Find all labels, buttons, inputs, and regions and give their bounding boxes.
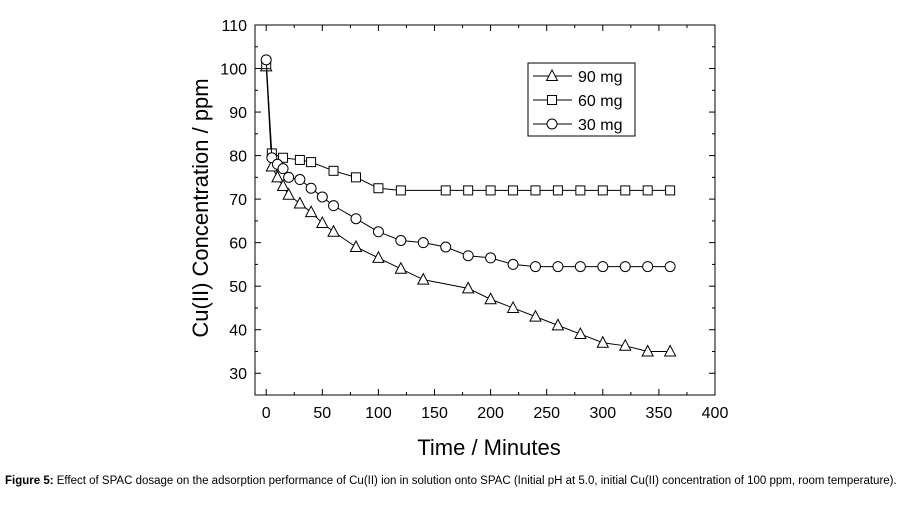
data-point (294, 174, 306, 186)
data-point (350, 172, 361, 183)
data-point (349, 239, 363, 252)
x-tick-label: 200 (477, 405, 504, 422)
y-tick-label: 100 (220, 62, 247, 79)
data-point (315, 215, 329, 229)
legend-label: 30 mg (578, 117, 622, 134)
data-point (306, 157, 317, 168)
data-point (461, 281, 475, 294)
data-point (305, 182, 317, 194)
series-triangle (259, 59, 677, 357)
y-tick-label: 60 (229, 236, 247, 253)
plot-frame (254, 24, 716, 396)
data-point (277, 163, 289, 175)
data-point (664, 261, 676, 273)
legend-marker (545, 68, 559, 81)
data-point (552, 185, 563, 196)
x-tick-label: 300 (589, 405, 616, 422)
x-tick-label: 100 (365, 405, 392, 422)
data-point (665, 185, 676, 196)
y-tick-label: 40 (229, 323, 247, 340)
series-layer (259, 54, 677, 357)
chart: 0 50 100 150 200 250 300 350 400 30 40 50 60 70 80 90 10… (188, 18, 728, 460)
data-point (642, 185, 653, 196)
data-point (271, 170, 284, 183)
data-point (328, 165, 339, 176)
data-point (530, 185, 541, 196)
y-tick-label: 110 (221, 18, 247, 35)
data-point (551, 318, 565, 331)
data-point (463, 185, 474, 196)
data-point (552, 261, 564, 273)
y-axis-title: Cu(II) Concentration / ppm (188, 78, 213, 337)
data-point (574, 326, 587, 340)
data-point (350, 213, 362, 225)
y-tick-label: 90 (229, 105, 247, 122)
legend-label: 60 mg (578, 93, 622, 110)
data-point (484, 292, 497, 305)
x-tick-label: 350 (646, 405, 673, 422)
data-point (395, 185, 406, 196)
data-point (462, 250, 474, 262)
axis-ticks: 0 50 100 150 200 250 300 350 400 30 40 50 60 70 80 90 10… (220, 18, 728, 422)
data-point (394, 261, 408, 274)
data-point (276, 178, 290, 192)
data-point (293, 196, 307, 209)
data-point (663, 344, 677, 357)
data-point (508, 185, 519, 196)
data-point (506, 300, 520, 313)
data-point (596, 335, 610, 348)
legend: 90 mg 60 mg 30 mg (527, 62, 636, 137)
data-point (597, 185, 608, 196)
data-point (529, 261, 541, 273)
data-point (373, 183, 384, 194)
legend-marker (547, 95, 557, 105)
x-tick-label: 150 (421, 405, 448, 422)
data-point (618, 338, 632, 351)
data-point (294, 154, 305, 165)
data-point (440, 241, 452, 253)
x-axis-title: Time / Minutes (417, 435, 560, 460)
data-point (641, 344, 655, 357)
data-point (574, 261, 586, 273)
data-point (416, 272, 430, 285)
legend-marker (546, 118, 558, 130)
legend-label: 90 mg (578, 69, 622, 86)
data-point (316, 191, 328, 203)
y-tick-label: 30 (229, 366, 247, 383)
series-circle (260, 54, 676, 273)
data-point (642, 261, 654, 273)
x-tick-label: 250 (533, 405, 560, 422)
caption-label: Figure 5: (5, 475, 54, 487)
caption-text: Effect of SPAC dosage on the adsorption … (53, 475, 897, 487)
data-point (372, 250, 385, 263)
data-point (575, 185, 586, 196)
data-point (485, 252, 497, 264)
data-point (417, 237, 429, 249)
data-point (328, 200, 340, 212)
data-point (278, 152, 289, 163)
data-point (327, 224, 340, 237)
data-point (260, 54, 272, 66)
y-tick-label: 80 (229, 149, 247, 166)
data-point (619, 261, 631, 273)
data-point (620, 185, 631, 196)
data-point (395, 234, 407, 246)
figure-caption: Figure 5: Effect of SPAC dosage on the a… (5, 474, 915, 488)
y-tick-label: 50 (229, 279, 247, 296)
data-point (282, 187, 295, 200)
data-point (372, 226, 384, 238)
data-point (529, 309, 542, 322)
data-point (283, 171, 295, 183)
x-tick-label: 0 (262, 405, 271, 422)
data-point (440, 185, 451, 196)
x-tick-label: 400 (702, 405, 729, 422)
x-tick-label: 50 (313, 405, 331, 422)
data-point (597, 261, 609, 273)
data-point (485, 185, 496, 196)
y-tick-label: 70 (229, 192, 247, 209)
data-point (507, 258, 519, 270)
data-point (304, 205, 318, 218)
